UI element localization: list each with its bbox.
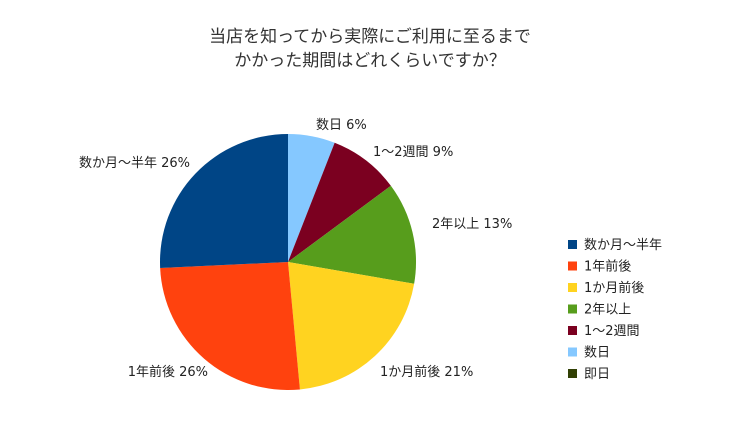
legend-label: 1年前後	[584, 259, 631, 275]
data-labels: 数日 6% 1〜2週間 9% 2年以上 13% 1か月前後 21% 1年前後 26% 数か…	[79, 118, 512, 380]
legend-label: 2年以上	[584, 303, 631, 318]
slice-label: 1か月前後 21%	[380, 364, 473, 380]
slice-label: 2年以上 13%	[432, 217, 512, 232]
legend-swatch	[568, 326, 577, 335]
chart-title-line-1: 当店を知ってから実際にご利用に至るまで	[209, 27, 531, 47]
slice-label: 数日 6%	[316, 118, 367, 133]
legend-swatch	[568, 369, 577, 378]
legend-swatch	[568, 261, 577, 271]
legend-label: 数日	[584, 346, 610, 361]
slice-label: 1年前後 26%	[128, 364, 208, 380]
pie-slice	[288, 185, 416, 284]
pie-slice	[160, 134, 288, 268]
pie-slice	[288, 262, 415, 390]
pie-slice	[288, 133, 335, 262]
legend-swatch	[568, 347, 577, 357]
legend-swatch	[568, 283, 577, 292]
pie-slice	[288, 142, 391, 262]
pie-slice	[160, 262, 300, 390]
legend-swatch	[568, 240, 577, 249]
pie-slices	[160, 133, 416, 390]
chart-title-line-2: かかった期間はどれくらいですか？	[234, 51, 506, 71]
legend-label: 即日	[584, 367, 610, 382]
legend-label: 数か月〜半年	[584, 238, 662, 253]
slice-label: 数か月〜半年 26%	[79, 156, 190, 171]
legend-swatch	[568, 304, 577, 314]
legend-label: 1〜2週間	[584, 324, 640, 339]
slice-label: 1〜2週間 9%	[373, 145, 453, 160]
legend-label: 1か月前後	[584, 280, 644, 296]
